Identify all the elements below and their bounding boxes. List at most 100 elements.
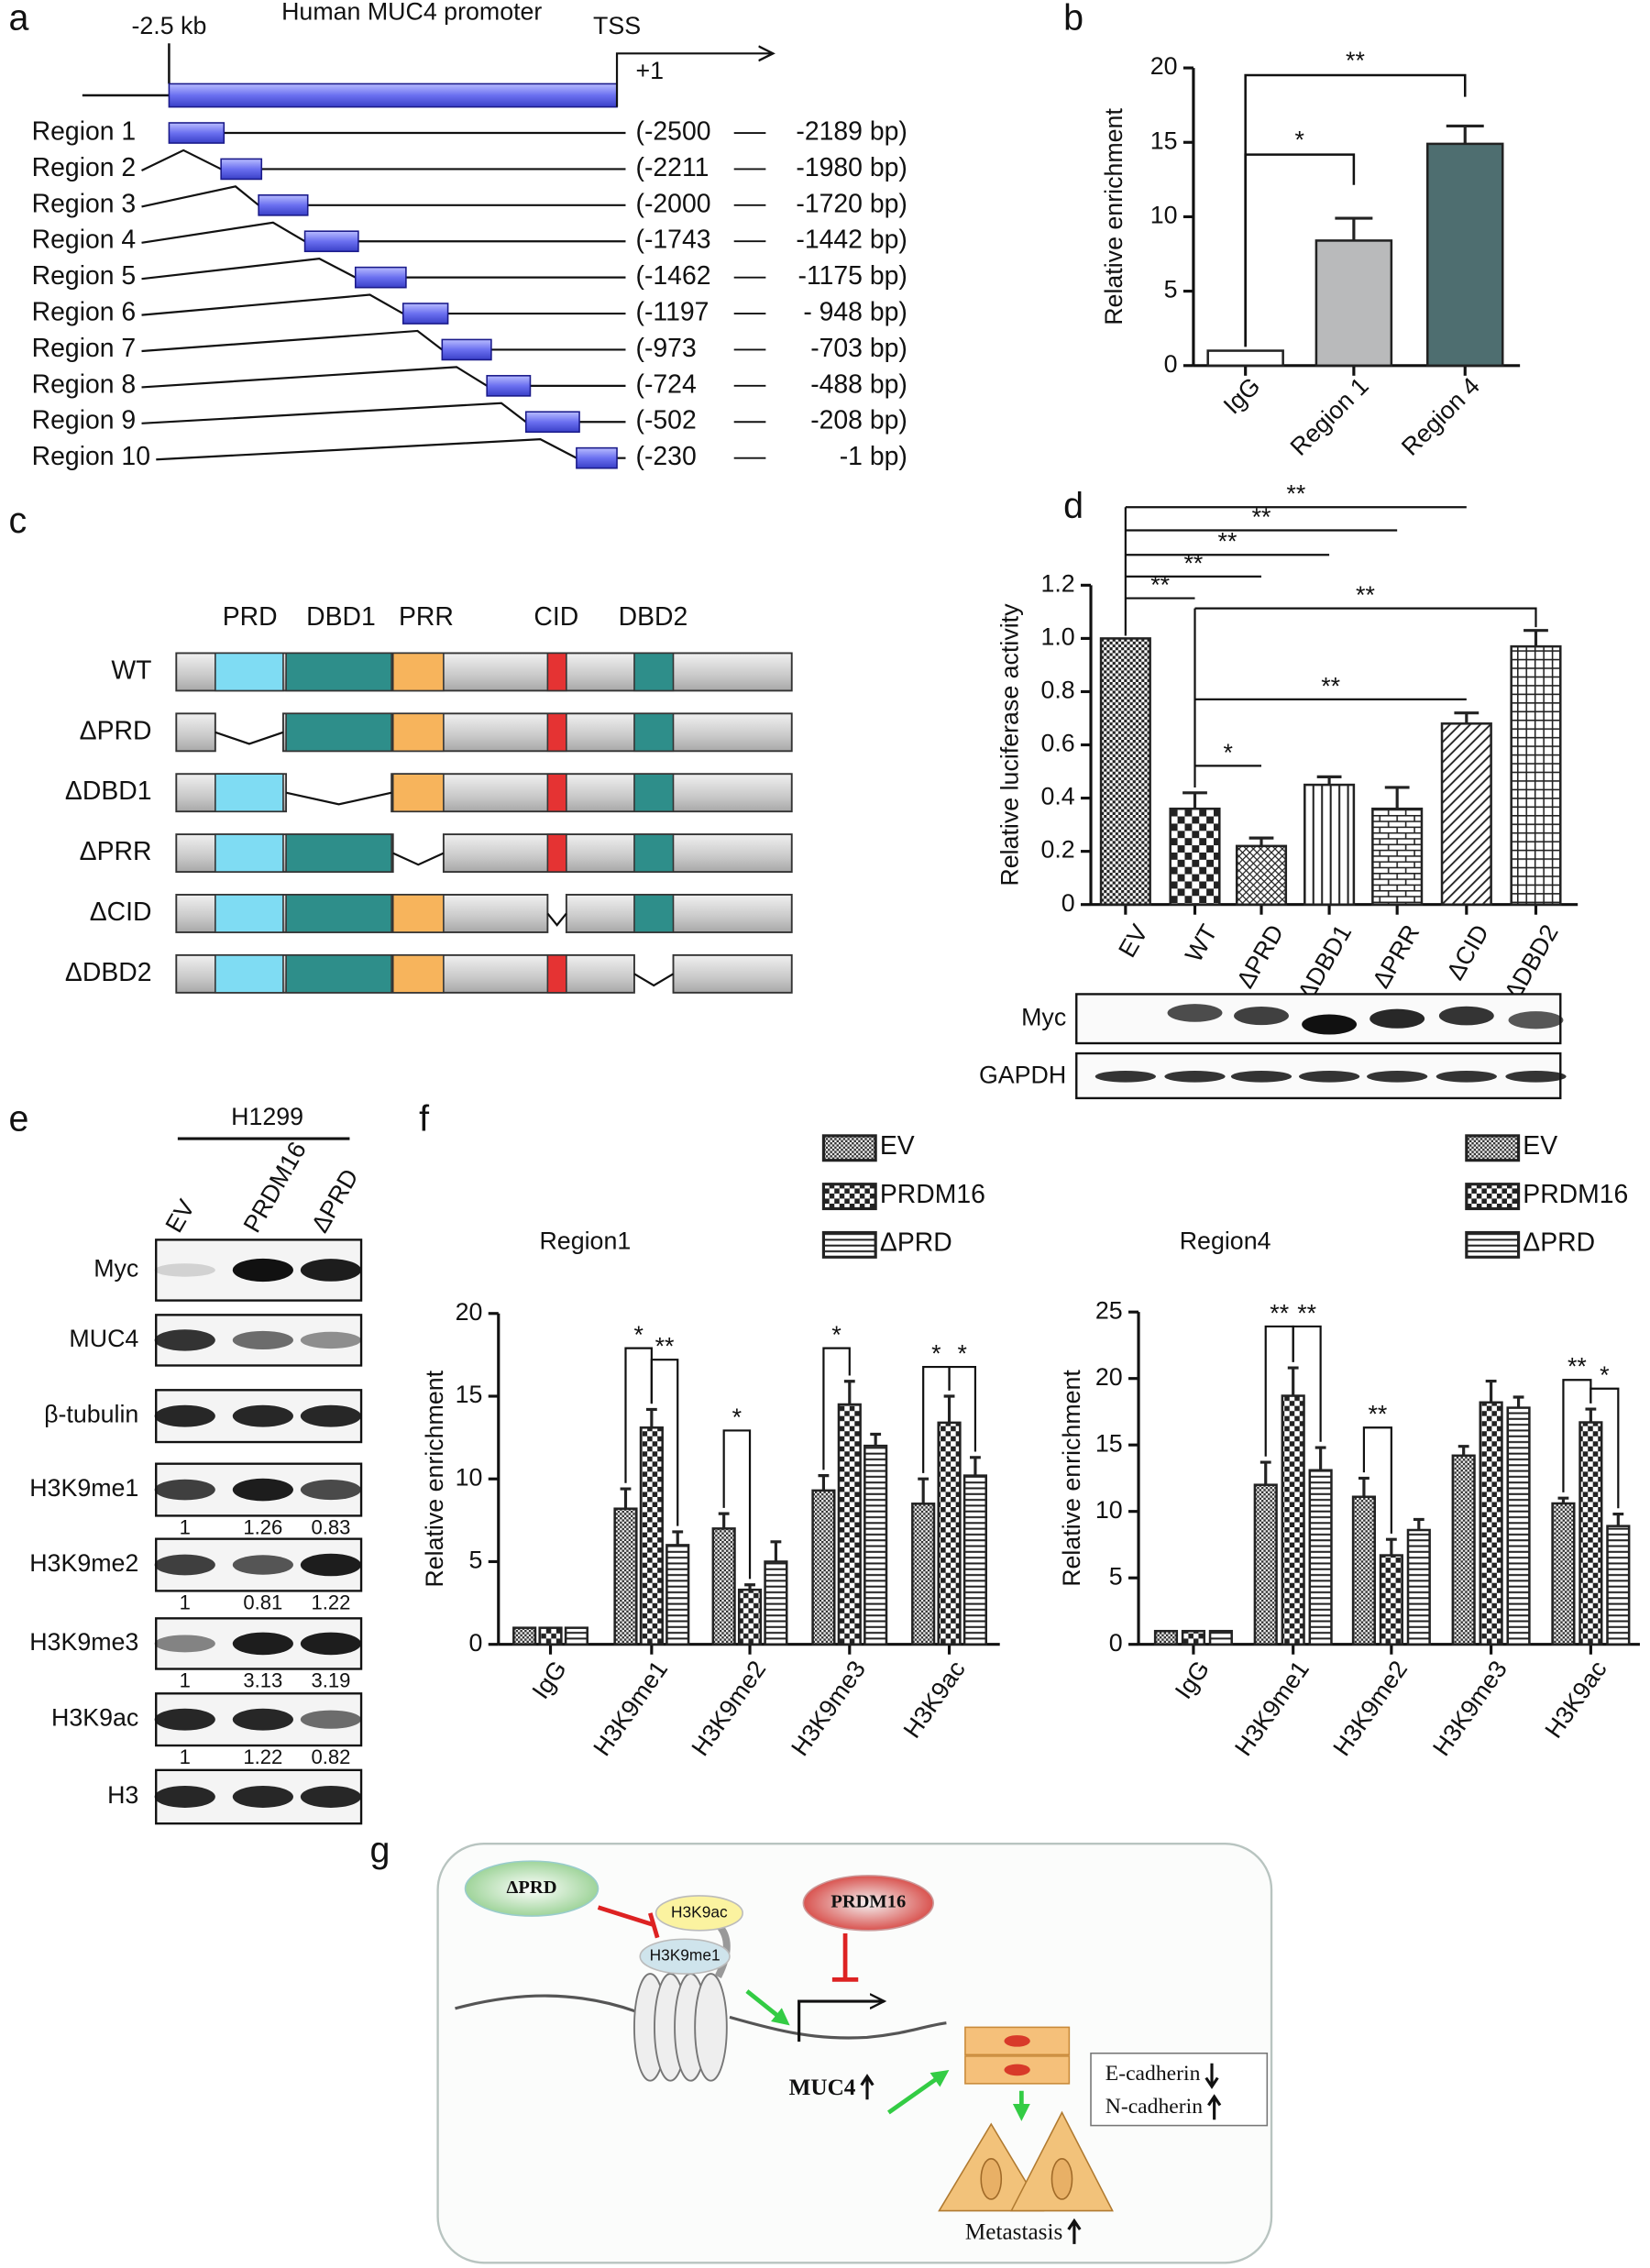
blot-band [1302, 1014, 1358, 1035]
lane-label: ΔPRD [306, 1164, 364, 1237]
region-connector [141, 258, 357, 281]
blot-band [1164, 1070, 1226, 1083]
x-tick-label: IgG [1170, 1656, 1215, 1704]
domain-label: DBD1 [306, 602, 376, 632]
error-bar [1413, 1517, 1424, 1531]
x-tick-label: H3K9me2 [686, 1656, 771, 1761]
bar [1181, 1629, 1206, 1646]
error-bar [943, 1394, 955, 1423]
protein-bar [565, 894, 793, 933]
marker-label: N-cadherin [1106, 2095, 1203, 2119]
x-tick-label: H3K9me3 [786, 1656, 871, 1761]
construct-label: ΔDBD1 [65, 776, 152, 806]
model-label: PRDM16 [830, 1892, 906, 1912]
gene-label: MUC4 [789, 2075, 856, 2100]
y-tick-label: 0.4 [1040, 783, 1074, 810]
error-bar [1314, 1446, 1326, 1470]
y-tick-label: 0 [1109, 1629, 1123, 1657]
significance-label: ** [1286, 480, 1305, 508]
quantification: 0.82 [311, 1745, 350, 1768]
significance-bracket [1244, 73, 1467, 347]
y-tick-label: 25 [1095, 1296, 1123, 1324]
bar [1253, 1483, 1278, 1646]
error-bar [1316, 775, 1342, 786]
construct-label: ΔDBD2 [65, 958, 152, 987]
blot-band [154, 1404, 215, 1427]
region-start: (-1197 [636, 298, 710, 327]
bar [1551, 1502, 1576, 1646]
marker-box [1090, 2052, 1269, 2127]
up-arrow [1067, 2218, 1082, 2244]
region-end: -1 bp) [840, 442, 908, 471]
significance-label: * [958, 1340, 967, 1368]
model-label: ΔPRD [507, 1877, 557, 1898]
bar [564, 1626, 588, 1646]
domain [546, 712, 567, 753]
blot-band [1234, 1006, 1289, 1026]
blot-band [300, 1632, 362, 1656]
bar [666, 1544, 690, 1646]
error-bar [1248, 836, 1274, 846]
up-arrow [860, 2074, 874, 2100]
blot-band [300, 1786, 362, 1808]
protein-bar [175, 712, 216, 753]
protein-bar [672, 953, 793, 994]
blot-band [1370, 1008, 1425, 1029]
domain [285, 833, 392, 873]
bar [837, 1403, 862, 1646]
bar [1426, 142, 1504, 368]
legend-swatch [821, 1134, 877, 1162]
region-connector [141, 366, 488, 389]
blot-band [1367, 1070, 1428, 1083]
bar [1281, 1394, 1305, 1646]
blot-band [300, 1480, 362, 1501]
domain [391, 894, 445, 933]
domain-label: DBD2 [619, 602, 688, 632]
bar [1308, 1469, 1333, 1646]
bar [1099, 637, 1151, 906]
region-end: -1720 bp) [796, 189, 907, 218]
lane-label: PRDM16 [238, 1137, 312, 1237]
legend-label: PRDM16 [1523, 1180, 1628, 1209]
bar [1206, 349, 1284, 368]
significance-bracket [822, 1347, 851, 1470]
blot-band [154, 1263, 215, 1277]
region-connector [141, 402, 527, 424]
domain [546, 833, 567, 873]
lane-label: EV [160, 1195, 200, 1237]
x-tick-label: IgG [1218, 372, 1266, 420]
panel-label: g [370, 1830, 390, 1870]
significance-label: * [732, 1404, 742, 1431]
significance-label: * [1224, 739, 1233, 766]
region-box [486, 375, 532, 397]
panel-label: b [1063, 0, 1084, 38]
model-label: H3K9me1 [650, 1946, 720, 1965]
region-start: (-724 [636, 369, 697, 399]
legend-swatch [1465, 1183, 1521, 1211]
significance-label: ** [1252, 503, 1271, 531]
quantification: 0.83 [311, 1515, 350, 1538]
panel-label: f [419, 1099, 429, 1140]
deletion-link [214, 731, 284, 745]
blot-band [232, 1708, 293, 1731]
bar [1379, 1554, 1403, 1646]
blot-band [1230, 1070, 1292, 1083]
marker-label: E-cadherin [1106, 2062, 1201, 2086]
y-tick-label: 0.8 [1040, 677, 1074, 704]
x-tick-label: H3K9me2 [1327, 1656, 1413, 1761]
x-tick-label: H3K9me1 [1229, 1656, 1314, 1761]
region-box [303, 230, 359, 253]
domain [633, 773, 675, 812]
y-tick-label: 15 [1095, 1429, 1123, 1457]
domain-label: CID [534, 602, 578, 632]
domain [285, 894, 392, 933]
error-bar [1287, 1366, 1299, 1396]
quantification: 3.19 [311, 1669, 350, 1692]
region-label: Region 9 [32, 406, 137, 435]
construct-label: ΔPRD [80, 716, 152, 745]
blot-band [232, 1786, 293, 1808]
legend-label: EV [880, 1131, 915, 1161]
significance-label: ** [1270, 1299, 1289, 1327]
blot-band [154, 1708, 215, 1731]
y-tick-label: 0 [1062, 889, 1075, 917]
